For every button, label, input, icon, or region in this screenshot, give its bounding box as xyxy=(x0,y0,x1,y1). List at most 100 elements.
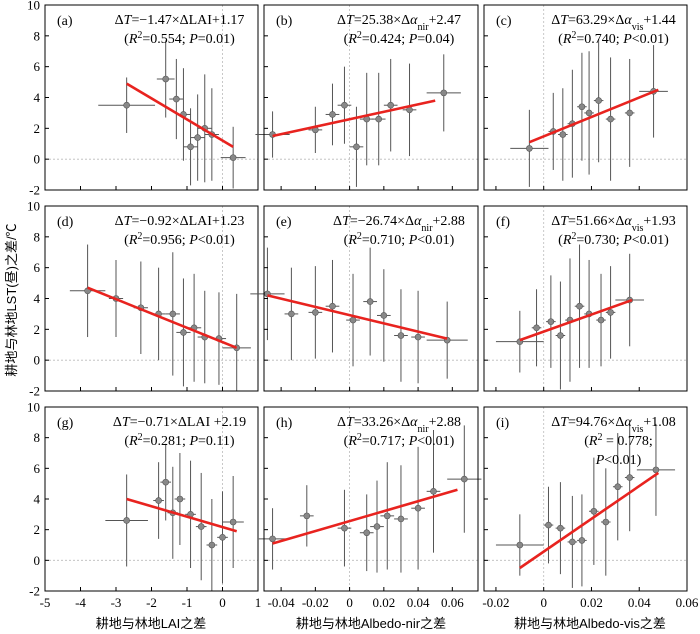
data-point xyxy=(169,310,177,318)
data-point xyxy=(461,475,468,483)
panel-a: -2 0 2 4 6 8 10 (a) ΔT=−1.47×ΔLAI+1.17 (R2=0.554;… xyxy=(27,0,259,198)
regression-equation: ΔT=63.29×Δαvis+1.44 xyxy=(551,13,676,33)
y-tick-label: 8 xyxy=(34,229,41,244)
y-tick-label: 0 xyxy=(34,353,41,368)
y-tick-label: 4 xyxy=(34,291,41,306)
regression-line xyxy=(87,286,238,350)
x-tick-label: -5 xyxy=(40,595,51,610)
data-point xyxy=(208,541,216,549)
data-point xyxy=(380,312,388,319)
data-point xyxy=(303,512,311,520)
x-tick-label: 0.06 xyxy=(441,595,464,610)
panel-b: (b) ΔT=25.38×Δαnir+2.47(R2=0.424; P=0.04) xyxy=(255,4,479,191)
data-point xyxy=(578,103,586,111)
data-point xyxy=(526,145,533,152)
data-point xyxy=(607,115,614,123)
regression-line xyxy=(267,294,448,340)
x-tick-label: 0 xyxy=(346,595,353,610)
panel-e: (e) ΔT=−26.74×Δαnir+2.88(R2=0.710; P<0.01… xyxy=(250,205,479,392)
x-tick-label: 0.02 xyxy=(372,595,395,610)
data-point xyxy=(194,134,201,141)
data-point xyxy=(559,131,567,138)
data-point xyxy=(219,534,226,541)
panel-d: -2 0 2 4 6 8 10 (d) ΔT=−0.92×ΔLAI+1.23 (R2=0.956;… xyxy=(27,199,259,399)
data-point xyxy=(414,504,422,512)
panel-label: (a) xyxy=(57,14,73,29)
x-tick-label: -3 xyxy=(111,595,122,610)
data-point xyxy=(187,143,194,151)
data-point xyxy=(383,512,391,520)
y-tick-label: 2 xyxy=(34,322,41,337)
x-tick-label: -1 xyxy=(182,595,193,610)
data-point xyxy=(162,75,169,83)
x-tick-label: 0 xyxy=(219,595,226,610)
data-point xyxy=(597,316,605,324)
regression-line xyxy=(519,298,633,342)
data-point xyxy=(414,333,422,341)
x-tick-label: 0.04 xyxy=(407,595,430,610)
data-point xyxy=(387,101,394,109)
y-tick-label: -2 xyxy=(29,183,40,198)
y-tick-label: 2 xyxy=(34,522,41,537)
data-point xyxy=(626,109,633,117)
regression-stats: (R2=0.281; P=0.11) xyxy=(124,432,234,450)
panel-g: -2 0 2 4 6 8 10 -5 -4 -3 -2 -1 0 1 (g) ΔT=−0.71×ΔLAI +2… xyxy=(27,400,261,611)
data-point xyxy=(590,507,598,515)
regression-equation: ΔT=−0.71×ΔLAI +2.19 xyxy=(113,415,246,430)
data-point xyxy=(162,478,169,486)
regression-stats-line1: (R2 = 0.778; xyxy=(584,432,653,450)
data-point xyxy=(123,101,130,109)
x-tick-label: -2 xyxy=(146,595,157,610)
data-point xyxy=(516,541,524,549)
data-point xyxy=(173,95,180,103)
data-point xyxy=(545,521,552,529)
x-tick-label: -4 xyxy=(75,595,86,610)
panel-label: (d) xyxy=(57,215,74,230)
data-point xyxy=(602,518,610,526)
panel-f: (f) ΔT=51.66×Δαvis+1.93(R2=0.730; P<0.01) xyxy=(483,205,688,392)
data-point xyxy=(180,329,187,336)
regression-equation: ΔT=−1.47×ΔLAI+1.17 xyxy=(115,13,245,28)
data-point xyxy=(353,143,360,151)
x-tick-label: 0.04 xyxy=(628,595,651,610)
data-point xyxy=(595,97,602,104)
data-point xyxy=(229,154,237,161)
data-point xyxy=(155,497,162,504)
data-point xyxy=(288,310,295,318)
data-point xyxy=(349,316,357,324)
regression-line xyxy=(125,82,234,148)
panel-i: -0.02 0 0.02 0.04 0.06 (i) ΔT=94.76×Δαvis+1.08… xyxy=(482,406,699,610)
regression-equation: ΔT=25.38×Δαnir+2.47 xyxy=(337,13,461,33)
data-point xyxy=(269,535,276,543)
regression-line xyxy=(126,497,238,533)
y-tick-label: 0 xyxy=(34,553,41,568)
y-tick-label: 8 xyxy=(34,28,41,43)
y-axis-label: 耕地与林地LST(昼)之差/℃ xyxy=(4,223,19,376)
data-point xyxy=(341,101,348,109)
data-point xyxy=(329,302,336,310)
regression-stats: (R2=0.554; P=0.01) xyxy=(124,30,235,48)
regression-equation: ΔT=−26.74×Δαnir+2.88 xyxy=(333,214,465,234)
y-tick-label: 10 xyxy=(27,199,40,214)
panel-label: (i) xyxy=(496,416,510,431)
regression-equation: ΔT=−0.92×ΔLAI+1.23 xyxy=(115,214,245,229)
data-point xyxy=(329,111,336,118)
data-point xyxy=(176,495,184,503)
regression-stats-line2: P<0.01) xyxy=(595,453,642,468)
data-point xyxy=(197,523,205,530)
data-point xyxy=(363,529,371,537)
data-point xyxy=(373,523,381,530)
regression-equation: ΔT=94.76×Δαvis+1.08 xyxy=(551,415,676,435)
y-tick-label: 4 xyxy=(34,90,41,105)
x-tick-label: -0.04 xyxy=(268,595,296,610)
y-tick-label: 10 xyxy=(27,400,40,415)
y-tick-label: 0 xyxy=(34,152,41,167)
regression-line xyxy=(272,99,436,138)
data-point xyxy=(626,474,633,481)
data-point xyxy=(576,302,583,310)
data-point xyxy=(557,524,564,532)
data-point xyxy=(312,309,319,316)
regression-line xyxy=(519,471,660,570)
regression-stats: (R2=0.717; P<0.01) xyxy=(344,432,455,450)
